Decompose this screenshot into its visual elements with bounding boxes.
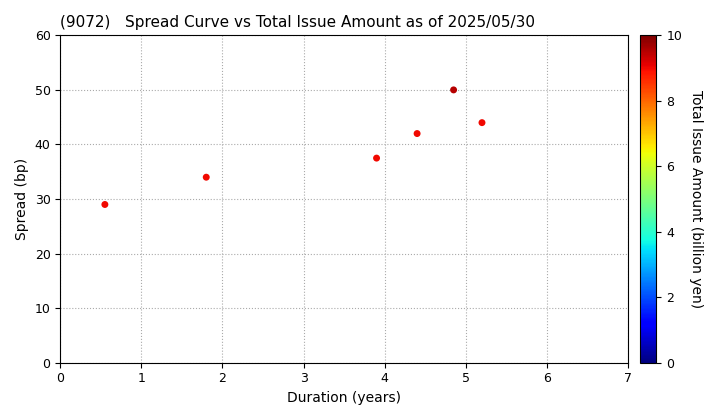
Point: [476, 119, 487, 126]
Point: [448, 87, 459, 93]
Point: [371, 155, 382, 161]
X-axis label: Duration (years): Duration (years): [287, 391, 401, 405]
Text: (9072)   Spread Curve vs Total Issue Amount as of 2025/05/30: (9072) Spread Curve vs Total Issue Amoun…: [60, 15, 535, 30]
Y-axis label: Spread (bp): Spread (bp): [15, 158, 29, 240]
Point: [411, 130, 423, 137]
Point: [99, 201, 111, 208]
Y-axis label: Total Issue Amount (billion yen): Total Issue Amount (billion yen): [689, 90, 703, 308]
Point: [200, 174, 212, 181]
